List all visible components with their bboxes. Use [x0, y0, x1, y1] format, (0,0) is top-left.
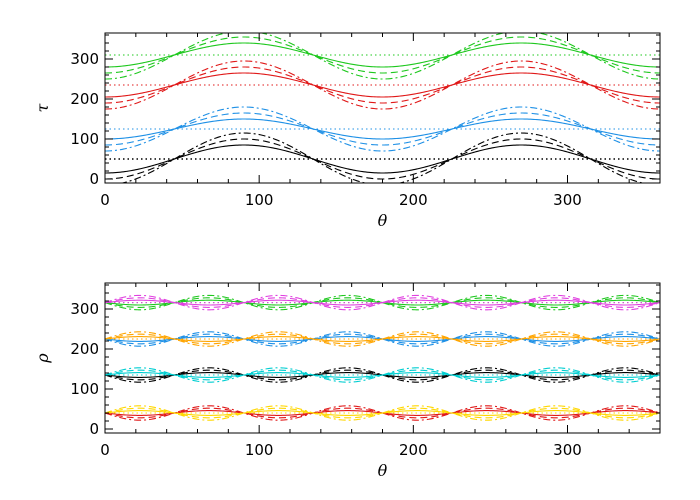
series-1-curve-2 — [105, 294, 660, 311]
x-tick-label: 300 — [553, 441, 582, 459]
y-tick-label: 100 — [70, 130, 99, 148]
series-2-curve-0 — [105, 72, 660, 98]
y-axis-label: ρ — [33, 353, 52, 364]
series-3-curve-2 — [105, 331, 660, 347]
x-axis-label: θ — [378, 461, 388, 480]
x-tick-label: 200 — [399, 191, 428, 209]
x-tick-label: 100 — [245, 441, 274, 459]
x-axis-label: θ — [378, 211, 388, 230]
y-tick-label: 300 — [70, 50, 99, 68]
series-2-curve-2 — [105, 331, 660, 347]
series-1-curve-0 — [105, 118, 660, 140]
series-3-curve-2 — [105, 33, 660, 80]
series-group — [105, 294, 660, 421]
series-0-curve-2 — [119, 132, 646, 183]
x-tick-label: 300 — [553, 191, 582, 209]
series-3-curve-0 — [105, 42, 660, 68]
series-7-curve-1 — [105, 407, 660, 419]
series-2-curve-1 — [105, 66, 660, 104]
y-tick-label: 200 — [70, 340, 99, 358]
series-group — [105, 33, 660, 183]
series-1-curve-2 — [105, 106, 660, 152]
y-tick-label: 100 — [70, 380, 99, 398]
series-2-curve-2 — [105, 60, 660, 110]
series-7-curve-2 — [105, 405, 660, 421]
series-0-curve-2 — [105, 294, 660, 311]
x-tick-label: 200 — [399, 441, 428, 459]
y-tick-label: 300 — [70, 300, 99, 318]
rho-panel: 0 100 200 300 0 100 200 300 θ ρ — [33, 282, 661, 480]
plot-frame — [104, 32, 661, 184]
series-3-curve-1 — [105, 333, 660, 345]
y-tick-label: 0 — [89, 170, 99, 188]
series-5-curve-2 — [105, 367, 660, 383]
series-5-curve-1 — [105, 369, 660, 381]
series-4-curve-2 — [105, 367, 660, 383]
x-tick-label: 0 — [100, 191, 110, 209]
x-tick-label: 100 — [245, 191, 274, 209]
y-axis-label: τ — [33, 102, 52, 112]
y-tick-label: 200 — [70, 90, 99, 108]
y-tick-label: 0 — [89, 420, 99, 438]
series-1-curve-1 — [105, 112, 660, 146]
tau-panel: 0 100 200 300 0 100 200 300 θ τ — [33, 32, 661, 230]
series-0-curve-0 — [105, 144, 660, 174]
series-6-curve-2 — [105, 405, 660, 421]
series-3-curve-1 — [105, 36, 660, 74]
x-tick-label: 0 — [100, 441, 110, 459]
series-1-curve-1 — [105, 297, 660, 308]
